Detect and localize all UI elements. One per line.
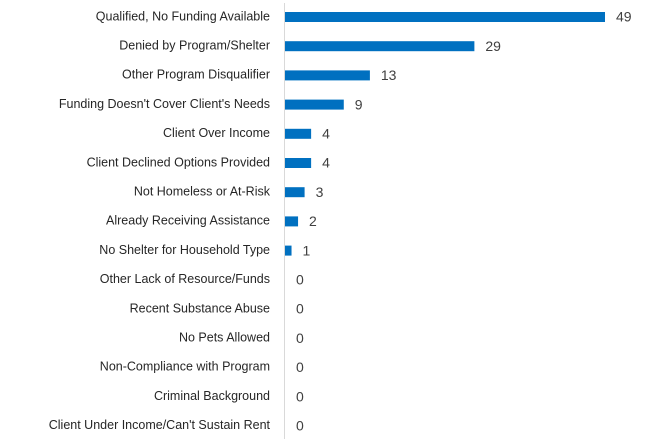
category-label: Client Under Income/Can't Sustain Rent: [49, 418, 271, 432]
category-label: Recent Substance Abuse: [130, 301, 270, 315]
value-label: 0: [296, 301, 304, 317]
bar: [285, 245, 292, 256]
bar: [285, 216, 299, 227]
bar: [285, 70, 370, 81]
value-label: 0: [296, 330, 304, 346]
category-label: Other Lack of Resource/Funds: [100, 272, 270, 286]
value-label: 0: [296, 418, 304, 434]
category-label: Qualified, No Funding Available: [96, 9, 270, 23]
category-label: No Pets Allowed: [179, 330, 270, 344]
value-label: 4: [322, 126, 330, 142]
category-label: Denied by Program/Shelter: [119, 38, 270, 52]
category-label: Not Homeless or At-Risk: [134, 184, 271, 198]
value-label: 49: [616, 9, 632, 25]
value-label: 9: [355, 96, 363, 112]
bar: [285, 99, 344, 110]
bar: [285, 12, 605, 22]
category-label: Funding Doesn't Cover Client's Needs: [59, 97, 270, 111]
value-label: 2: [309, 213, 317, 229]
category-label: No Shelter for Household Type: [99, 243, 270, 257]
category-label: Criminal Background: [154, 389, 270, 403]
bar: [285, 128, 312, 139]
value-label: 13: [381, 67, 397, 83]
value-label: 0: [296, 388, 304, 404]
category-label: Other Program Disqualifier: [122, 68, 270, 82]
bar: [285, 187, 305, 198]
value-label: 1: [303, 242, 311, 258]
value-label: 4: [322, 155, 330, 171]
value-label: 0: [296, 359, 304, 375]
value-label: 0: [296, 272, 304, 288]
value-label: 3: [316, 184, 324, 200]
bar: [285, 158, 312, 168]
category-label: Already Receiving Assistance: [106, 214, 270, 228]
bar: [285, 41, 475, 52]
category-label: Non-Compliance with Program: [100, 360, 270, 374]
value-label: 29: [485, 38, 501, 54]
category-label: Client Over Income: [163, 126, 270, 140]
category-label: Client Declined Options Provided: [87, 155, 270, 169]
